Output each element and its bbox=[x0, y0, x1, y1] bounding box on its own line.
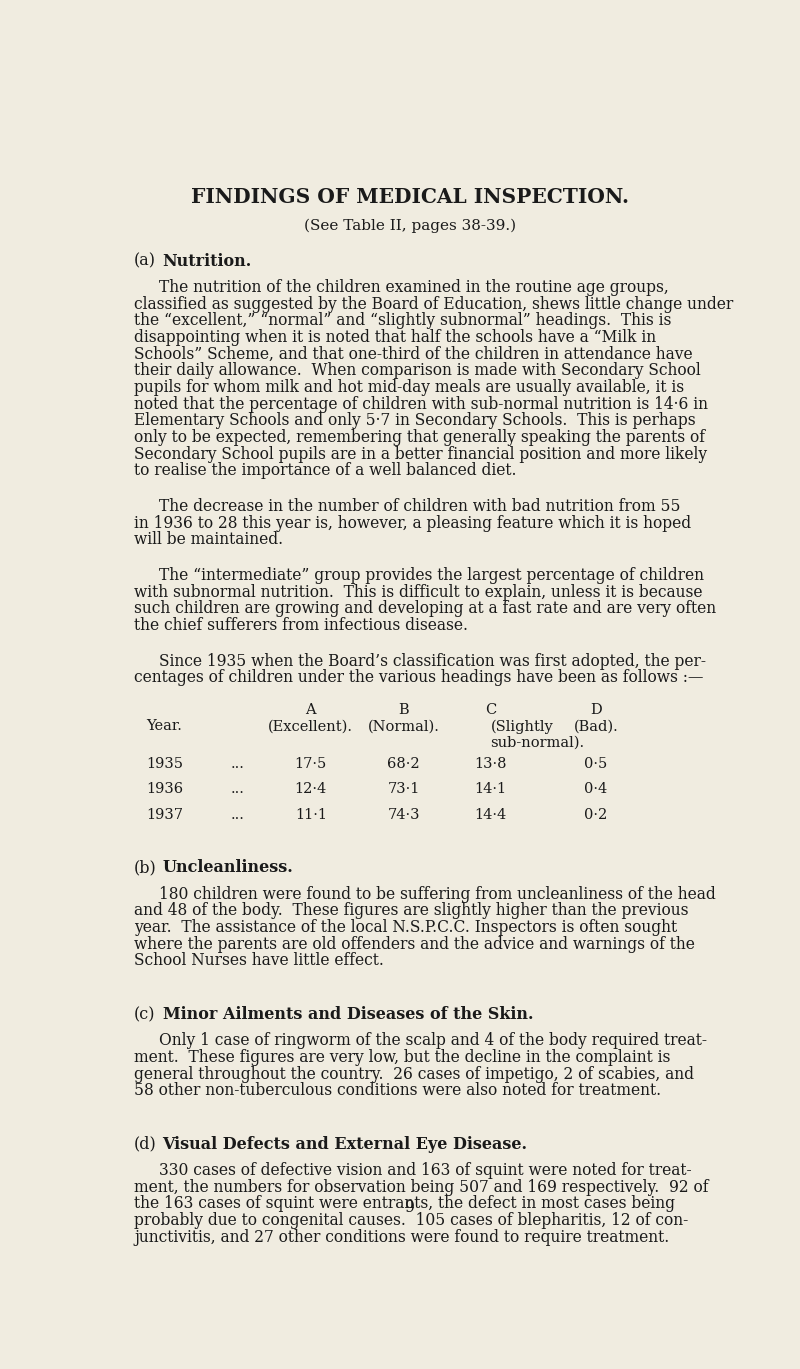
Text: only to be expected, remembering that generally speaking the parents of: only to be expected, remembering that ge… bbox=[134, 428, 705, 446]
Text: to realise the importance of a well balanced diet.: to realise the importance of a well bala… bbox=[134, 463, 517, 479]
Text: classified as suggested by the Board of Education, shews little change under: classified as suggested by the Board of … bbox=[134, 296, 734, 314]
Text: 73·1: 73·1 bbox=[388, 783, 420, 797]
Text: 68·2: 68·2 bbox=[387, 757, 420, 771]
Text: general throughout the country.  26 cases of impetigo, 2 of scabies, and: general throughout the country. 26 cases… bbox=[134, 1065, 694, 1083]
Text: ...: ... bbox=[230, 808, 244, 821]
Text: Minor Ailments and Diseases of the Skin.: Minor Ailments and Diseases of the Skin. bbox=[162, 1006, 533, 1023]
Text: and 48 of the body.  These figures are slightly higher than the previous: and 48 of the body. These figures are sl… bbox=[134, 902, 689, 920]
Text: ment, the numbers for observation being 507 and 169 respectively.  92 of: ment, the numbers for observation being … bbox=[134, 1179, 709, 1195]
Text: 9: 9 bbox=[405, 1199, 415, 1217]
Text: Schools” Scheme, and that one-third of the children in attendance have: Schools” Scheme, and that one-third of t… bbox=[134, 346, 693, 363]
Text: 0·4: 0·4 bbox=[584, 783, 608, 797]
Text: with subnormal nutrition.  This is difficult to explain, unless it is because: with subnormal nutrition. This is diffic… bbox=[134, 583, 702, 601]
Text: The decrease in the number of children with bad nutrition from 55: The decrease in the number of children w… bbox=[159, 498, 680, 515]
Text: (Slightly: (Slightly bbox=[490, 719, 554, 734]
Text: (See Table II, pages 38-39.): (See Table II, pages 38-39.) bbox=[304, 219, 516, 234]
Text: 330 cases of defective vision and 163 of squint were noted for treat-: 330 cases of defective vision and 163 of… bbox=[159, 1162, 691, 1179]
Text: Uncleanliness.: Uncleanliness. bbox=[162, 860, 294, 876]
Text: the chief sufferers from infectious disease.: the chief sufferers from infectious dise… bbox=[134, 617, 468, 634]
Text: The nutrition of the children examined in the routine age groups,: The nutrition of the children examined i… bbox=[159, 279, 669, 296]
Text: 58 other non-tuberculous conditions were also noted for treatment.: 58 other non-tuberculous conditions were… bbox=[134, 1083, 662, 1099]
Text: 1937: 1937 bbox=[146, 808, 183, 821]
Text: (Excellent).: (Excellent). bbox=[268, 719, 354, 734]
Text: 12·4: 12·4 bbox=[294, 783, 327, 797]
Text: (a): (a) bbox=[134, 253, 156, 270]
Text: Since 1935 when the Board’s classification was first adopted, the per-: Since 1935 when the Board’s classificati… bbox=[159, 653, 706, 669]
Text: sub-normal).: sub-normal). bbox=[490, 737, 585, 750]
Text: Visual Defects and External Eye Disease.: Visual Defects and External Eye Disease. bbox=[162, 1136, 528, 1153]
Text: The “intermediate” group provides the largest percentage of children: The “intermediate” group provides the la… bbox=[159, 567, 704, 585]
Text: will be maintained.: will be maintained. bbox=[134, 531, 283, 549]
Text: ...: ... bbox=[230, 757, 244, 771]
Text: 11·1: 11·1 bbox=[294, 808, 326, 821]
Text: probably due to congenital causes.  105 cases of blepharitis, 12 of con-: probably due to congenital causes. 105 c… bbox=[134, 1212, 688, 1229]
Text: 74·3: 74·3 bbox=[387, 808, 420, 821]
Text: Elementary Schools and only 5·7 in Secondary Schools.  This is perhaps: Elementary Schools and only 5·7 in Secon… bbox=[134, 412, 696, 430]
Text: 0·5: 0·5 bbox=[584, 757, 608, 771]
Text: Secondary School pupils are in a better financial position and more likely: Secondary School pupils are in a better … bbox=[134, 446, 707, 463]
Text: year.  The assistance of the local N.S.P.C.C. Inspectors is often sought: year. The assistance of the local N.S.P.… bbox=[134, 919, 678, 936]
Text: ment.  These figures are very low, but the decline in the complaint is: ment. These figures are very low, but th… bbox=[134, 1049, 670, 1066]
Text: the “excellent,” “normal” and “slightly subnormal” headings.  This is: the “excellent,” “normal” and “slightly … bbox=[134, 312, 671, 330]
Text: Year.: Year. bbox=[146, 719, 182, 734]
Text: junctivitis, and 27 other conditions were found to require treatment.: junctivitis, and 27 other conditions wer… bbox=[134, 1229, 670, 1246]
Text: ...: ... bbox=[230, 783, 244, 797]
Text: the 163 cases of squint were entrants, the defect in most cases being: the 163 cases of squint were entrants, t… bbox=[134, 1195, 675, 1213]
Text: 1935: 1935 bbox=[146, 757, 183, 771]
Text: 0·2: 0·2 bbox=[584, 808, 608, 821]
Text: C: C bbox=[485, 702, 496, 717]
Text: pupils for whom milk and hot mid-day meals are usually available, it is: pupils for whom milk and hot mid-day mea… bbox=[134, 379, 684, 396]
Text: such children are growing and developing at a fast rate and are very often: such children are growing and developing… bbox=[134, 600, 716, 617]
Text: noted that the percentage of children with sub-normal nutrition is 14·6 in: noted that the percentage of children wi… bbox=[134, 396, 708, 413]
Text: Only 1 case of ringworm of the scalp and 4 of the body required treat-: Only 1 case of ringworm of the scalp and… bbox=[159, 1032, 707, 1049]
Text: (Bad).: (Bad). bbox=[574, 719, 618, 734]
Text: their daily allowance.  When comparison is made with Secondary School: their daily allowance. When comparison i… bbox=[134, 363, 701, 379]
Text: (c): (c) bbox=[134, 1006, 155, 1023]
Text: 14·1: 14·1 bbox=[474, 783, 506, 797]
Text: (b): (b) bbox=[134, 860, 157, 876]
Text: 180 children were found to be suffering from uncleanliness of the head: 180 children were found to be suffering … bbox=[159, 886, 716, 902]
Text: in 1936 to 28 this year is, however, a pleasing feature which it is hoped: in 1936 to 28 this year is, however, a p… bbox=[134, 515, 691, 531]
Text: School Nurses have little effect.: School Nurses have little effect. bbox=[134, 953, 384, 969]
Text: D: D bbox=[590, 702, 602, 717]
Text: 17·5: 17·5 bbox=[294, 757, 327, 771]
Text: (Normal).: (Normal). bbox=[368, 719, 440, 734]
Text: (d): (d) bbox=[134, 1136, 157, 1153]
Text: B: B bbox=[398, 702, 409, 717]
Text: 14·4: 14·4 bbox=[474, 808, 506, 821]
Text: 1936: 1936 bbox=[146, 783, 184, 797]
Text: A: A bbox=[306, 702, 316, 717]
Text: disappointing when it is noted that half the schools have a “Milk in: disappointing when it is noted that half… bbox=[134, 329, 656, 346]
Text: where the parents are old offenders and the advice and warnings of the: where the parents are old offenders and … bbox=[134, 935, 695, 953]
Text: 13·8: 13·8 bbox=[474, 757, 507, 771]
Text: centages of children under the various headings have been as follows :—: centages of children under the various h… bbox=[134, 669, 703, 686]
Text: Nutrition.: Nutrition. bbox=[162, 253, 252, 270]
Text: FINDINGS OF MEDICAL INSPECTION.: FINDINGS OF MEDICAL INSPECTION. bbox=[191, 188, 629, 208]
